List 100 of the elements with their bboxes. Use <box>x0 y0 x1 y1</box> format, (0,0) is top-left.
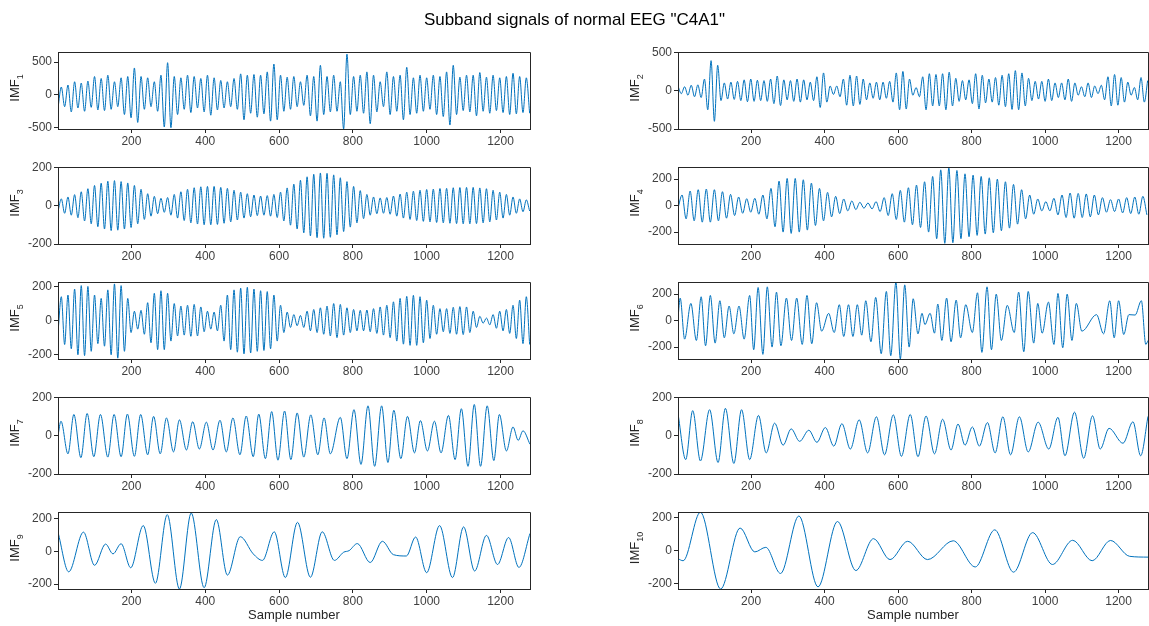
x-tick-label: 400 <box>814 248 835 263</box>
y-tick-label: -200 <box>27 576 53 591</box>
y-tick-label: 0 <box>665 427 673 442</box>
x-tick-label: 400 <box>814 593 835 608</box>
x-tick-label: 1000 <box>1031 363 1059 378</box>
y-tick-label: 0 <box>665 197 673 212</box>
x-tick-label: 1200 <box>1105 133 1133 148</box>
x-tick-label: 200 <box>741 248 762 263</box>
x-tick-label: 1200 <box>487 248 515 263</box>
line-series <box>678 512 1148 589</box>
x-tick-label: 200 <box>741 363 762 378</box>
y-tick-label: 200 <box>651 171 673 186</box>
x-tick-label: 600 <box>269 363 290 378</box>
y-tick-label: 200 <box>651 510 673 525</box>
x-tick-label: 600 <box>269 478 290 493</box>
line-series <box>58 512 530 589</box>
y-tick-label: -200 <box>647 575 673 590</box>
x-tick-label: 1200 <box>487 133 515 148</box>
x-tick-label: 800 <box>342 478 364 493</box>
y-tick-label: 0 <box>45 312 53 327</box>
y-tick-label: 0 <box>45 87 53 102</box>
line-series <box>678 282 1148 359</box>
line-series <box>58 404 530 467</box>
x-tick-label: 600 <box>269 593 290 608</box>
y-tick-label: 0 <box>45 197 53 212</box>
y-tick-label: 200 <box>31 389 53 404</box>
x-tick-label: 200 <box>121 363 142 378</box>
y-tick-label: -500 <box>647 121 673 136</box>
x-tick-label: 1200 <box>1105 593 1133 608</box>
y-tick-label: -200 <box>27 347 53 362</box>
x-tick-label: 600 <box>888 363 909 378</box>
x-tick-label: 200 <box>741 478 762 493</box>
x-tick-label: 200 <box>741 133 762 148</box>
x-tick-label: 1000 <box>1031 593 1059 608</box>
y-tick-label: 0 <box>665 82 673 97</box>
y-tick-label: 200 <box>31 278 53 293</box>
x-tick-label: 800 <box>961 363 982 378</box>
x-tick-label: 400 <box>814 363 835 378</box>
x-tick-label: 1200 <box>487 593 515 608</box>
x-tick-label: 1000 <box>413 248 441 263</box>
x-tick-label: 400 <box>195 363 216 378</box>
y-tick-label: 0 <box>665 542 673 557</box>
x-tick-label: 800 <box>342 593 364 608</box>
x-tick-label: 200 <box>121 133 142 148</box>
line-series <box>58 283 530 359</box>
x-tick-label: 400 <box>195 248 216 263</box>
x-tick-label: 800 <box>342 133 364 148</box>
x-tick-label: 200 <box>121 593 142 608</box>
x-tick-label: 400 <box>195 133 216 148</box>
x-tick-label: 1000 <box>413 593 441 608</box>
x-tick-label: 800 <box>961 593 982 608</box>
x-tick-label: 1200 <box>1105 363 1133 378</box>
line-series <box>58 53 530 129</box>
x-tick-label: 1200 <box>1105 478 1133 493</box>
x-tick-label: 200 <box>741 593 762 608</box>
x-tick-label: 400 <box>814 133 835 148</box>
x-tick-label: 800 <box>961 478 982 493</box>
x-tick-label: 400 <box>195 478 216 493</box>
x-tick-label: 800 <box>342 363 364 378</box>
y-tick-label: -500 <box>27 120 53 134</box>
y-tick-label: 0 <box>45 543 53 558</box>
x-tick-label: 1000 <box>1031 248 1059 263</box>
x-tick-label: 800 <box>961 248 982 263</box>
x-tick-label: 400 <box>814 478 835 493</box>
x-tick-label: 600 <box>269 248 290 263</box>
y-tick-label: -200 <box>647 339 673 354</box>
x-tick-label: 600 <box>888 248 909 263</box>
y-tick-label: -200 <box>27 236 53 251</box>
x-tick-label: 800 <box>961 133 982 148</box>
x-tick-label: 1200 <box>487 363 515 378</box>
x-axis-title: Sample number <box>867 606 960 622</box>
line-series <box>58 172 530 239</box>
x-tick-label: 200 <box>121 248 142 263</box>
y-tick-label: -200 <box>647 466 673 481</box>
y-tick-label: 0 <box>45 427 53 442</box>
x-tick-label: 1200 <box>487 478 515 493</box>
x-axis-title: Sample number <box>248 606 341 622</box>
y-tick-label: 500 <box>31 54 53 69</box>
y-tick-label: 200 <box>31 511 53 526</box>
line-series <box>678 167 1148 244</box>
x-tick-label: 1000 <box>413 363 441 378</box>
y-tick-label: 0 <box>665 312 673 327</box>
x-tick-label: 600 <box>888 593 909 608</box>
y-tick-label: 200 <box>651 389 673 404</box>
x-tick-label: 600 <box>888 133 909 148</box>
y-tick-label: 200 <box>31 159 53 174</box>
text: Subband signals of normal EEG "C4A1" <box>422 10 727 30</box>
x-tick-label: 800 <box>342 248 364 263</box>
line-series <box>678 60 1148 122</box>
x-tick-label: 400 <box>195 593 216 608</box>
line-series <box>678 407 1148 464</box>
y-tick-label: -200 <box>27 466 53 481</box>
x-tick-label: 600 <box>269 133 290 148</box>
x-tick-label: 1200 <box>1105 248 1133 263</box>
y-tick-label: 200 <box>651 286 673 301</box>
x-tick-label: 1000 <box>413 478 441 493</box>
y-tick-label: 500 <box>651 44 673 59</box>
x-tick-label: 1000 <box>1031 478 1059 493</box>
x-tick-label: 200 <box>121 478 142 493</box>
y-tick-label: -200 <box>647 224 673 239</box>
